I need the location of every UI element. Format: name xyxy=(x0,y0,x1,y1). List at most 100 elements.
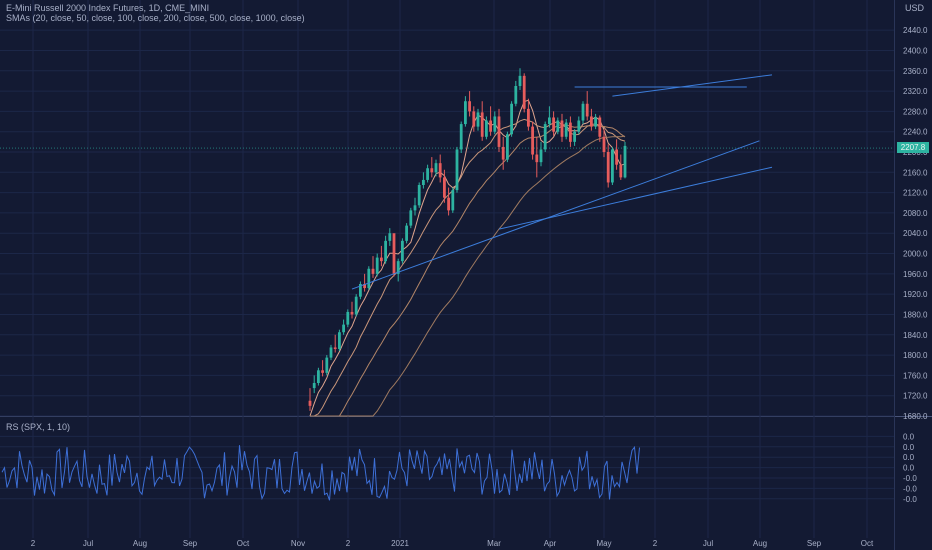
sma-line xyxy=(310,124,626,417)
rs-tick-label: 0.0 xyxy=(903,464,915,473)
x-tick-label: Mar xyxy=(487,539,501,548)
candle-body xyxy=(535,154,539,163)
candle-body xyxy=(451,190,455,211)
x-tick-label: Nov xyxy=(291,539,305,548)
sma-legend: SMAs (20, close, 50, close, 100, close, … xyxy=(6,13,305,23)
candle-body xyxy=(522,75,526,109)
candle-body xyxy=(552,117,555,132)
candle-body xyxy=(564,122,568,137)
candle-body xyxy=(476,112,480,127)
candle-body xyxy=(531,126,534,155)
candle-body xyxy=(602,136,606,152)
y-tick-label: 2400.0 xyxy=(903,46,928,55)
candle-body xyxy=(346,311,350,325)
candle-body xyxy=(396,261,400,274)
candle-body xyxy=(392,233,396,274)
candle-body xyxy=(615,149,618,165)
x-tick-label: Sep xyxy=(807,539,822,548)
x-tick-label: May xyxy=(596,539,611,548)
x-tick-label: Sep xyxy=(183,539,198,548)
candle-body xyxy=(321,370,324,373)
x-tick-label: Aug xyxy=(753,539,767,548)
candle-body xyxy=(459,124,463,150)
candle-body xyxy=(468,101,471,112)
y-tick-label: 1880.0 xyxy=(903,310,928,319)
candle-body xyxy=(539,149,543,163)
candle-body xyxy=(342,324,345,333)
x-tick-label: Aug xyxy=(133,539,147,548)
candle-body xyxy=(598,117,602,137)
candle-body xyxy=(455,149,459,191)
candle-body xyxy=(350,311,354,315)
x-tick-label: 2 xyxy=(31,539,36,548)
sma-line xyxy=(309,99,626,417)
candle-body xyxy=(548,117,551,125)
candle-body xyxy=(560,120,564,137)
candle-body xyxy=(577,120,581,132)
candle-body xyxy=(380,257,383,262)
candle-body xyxy=(489,120,492,132)
candle-body xyxy=(581,103,585,121)
sma-line xyxy=(310,118,626,417)
rs-tick-label: 0.0 xyxy=(903,453,915,462)
candle-body xyxy=(573,131,576,142)
trendline xyxy=(612,74,773,97)
candle-body xyxy=(317,370,320,383)
x-tick-label: Jul xyxy=(83,539,93,548)
y-tick-label: 2120.0 xyxy=(903,189,928,198)
y-tick-label: 2320.0 xyxy=(903,87,928,96)
y-tick-label: 1760.0 xyxy=(903,371,928,380)
candle-body xyxy=(543,124,547,150)
y-tick-label: 2080.0 xyxy=(903,209,928,218)
candle-body xyxy=(590,116,593,127)
rs-legend: RS (SPX, 1, 10) xyxy=(6,422,71,432)
candle-body xyxy=(375,257,379,274)
candle-body xyxy=(611,149,614,183)
y-tick-label: 2360.0 xyxy=(903,67,928,76)
candle-body xyxy=(363,284,366,289)
candle-body xyxy=(388,233,392,241)
candle-body xyxy=(354,296,358,315)
candle-body xyxy=(333,347,337,349)
y-tick-label: 1680.0 xyxy=(903,412,928,421)
candle-body xyxy=(401,240,404,262)
candle-body xyxy=(405,225,408,241)
candle-body xyxy=(338,332,341,349)
candle-body xyxy=(443,177,446,198)
rs-tick-label: -0.0 xyxy=(903,474,917,483)
trendline xyxy=(498,166,773,230)
rs-line xyxy=(1,445,640,501)
x-tick-label: Oct xyxy=(861,539,874,548)
candle-body xyxy=(329,347,333,358)
y-tick-label: 2240.0 xyxy=(903,128,928,137)
currency-label: USD xyxy=(905,3,925,13)
candle-body xyxy=(312,383,316,389)
rs-tick-label: -0.0 xyxy=(903,495,917,504)
y-tick-label: 1800.0 xyxy=(903,351,928,360)
y-tick-label: 2000.0 xyxy=(903,250,928,259)
candle-body xyxy=(308,400,312,406)
candle-body xyxy=(569,122,572,142)
x-tick-label: Oct xyxy=(237,539,250,548)
x-tick-label: 2 xyxy=(653,539,658,548)
candle-body xyxy=(527,108,530,127)
chart-title: E-Mini Russell 2000 Index Futures, 1D, C… xyxy=(6,3,210,13)
x-tick-label: 2021 xyxy=(391,539,409,548)
candle-body xyxy=(497,116,501,147)
last-price-tag: 2207.8 xyxy=(897,142,929,153)
candle-body xyxy=(430,168,434,173)
candle-body xyxy=(514,86,518,104)
candle-body xyxy=(447,197,450,211)
x-tick-label: 2 xyxy=(346,539,351,548)
candle-body xyxy=(438,163,442,178)
y-tick-label: 2040.0 xyxy=(903,229,928,238)
candle-body xyxy=(493,116,497,132)
y-tick-label: 2160.0 xyxy=(903,168,928,177)
candle-body xyxy=(585,103,589,117)
y-tick-label: 1960.0 xyxy=(903,270,928,279)
candle-body xyxy=(510,103,513,135)
candle-body xyxy=(417,185,421,206)
trendline xyxy=(351,140,760,290)
